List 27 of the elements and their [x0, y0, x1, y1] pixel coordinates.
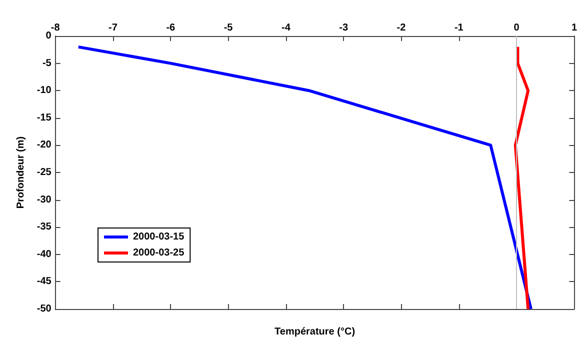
- y-tick-label: -45: [36, 276, 52, 288]
- x-tick-label: -5: [224, 22, 234, 34]
- line-series: [514, 45, 530, 310]
- line-series: [76, 45, 532, 310]
- x-tick-label: -3: [339, 22, 348, 34]
- y-tick-label: -50: [36, 304, 52, 314]
- x-tick-label: -2: [396, 22, 406, 34]
- x-tick-label: -8: [50, 22, 60, 34]
- y-tick-label: -35: [36, 222, 52, 233]
- x-tick-label: -7: [108, 22, 118, 34]
- y-tick-label: -5: [42, 58, 52, 69]
- y-axis-title: Profondeur (m): [16, 136, 26, 209]
- y-tick-label: -25: [36, 167, 52, 178]
- y-tick-label: -15: [36, 112, 52, 124]
- x-tick-label: 1: [571, 22, 578, 34]
- x-tick-label: -6: [166, 22, 176, 34]
- y-tick-label: -30: [36, 194, 52, 206]
- y-tick-label: -20: [36, 140, 52, 151]
- legend-label: 2000-03-25: [133, 248, 185, 258]
- y-tick-label: -10: [36, 85, 52, 96]
- x-tick-label: -4: [282, 22, 291, 34]
- x-tick-label: -1: [454, 22, 464, 34]
- y-tick-label: -40: [36, 248, 52, 260]
- legend-label: 2000-03-15: [133, 232, 185, 242]
- x-axis-title: Température (°C): [274, 326, 356, 338]
- y-tick-label: 0: [46, 30, 52, 42]
- x-tick-label: 0: [514, 22, 520, 34]
